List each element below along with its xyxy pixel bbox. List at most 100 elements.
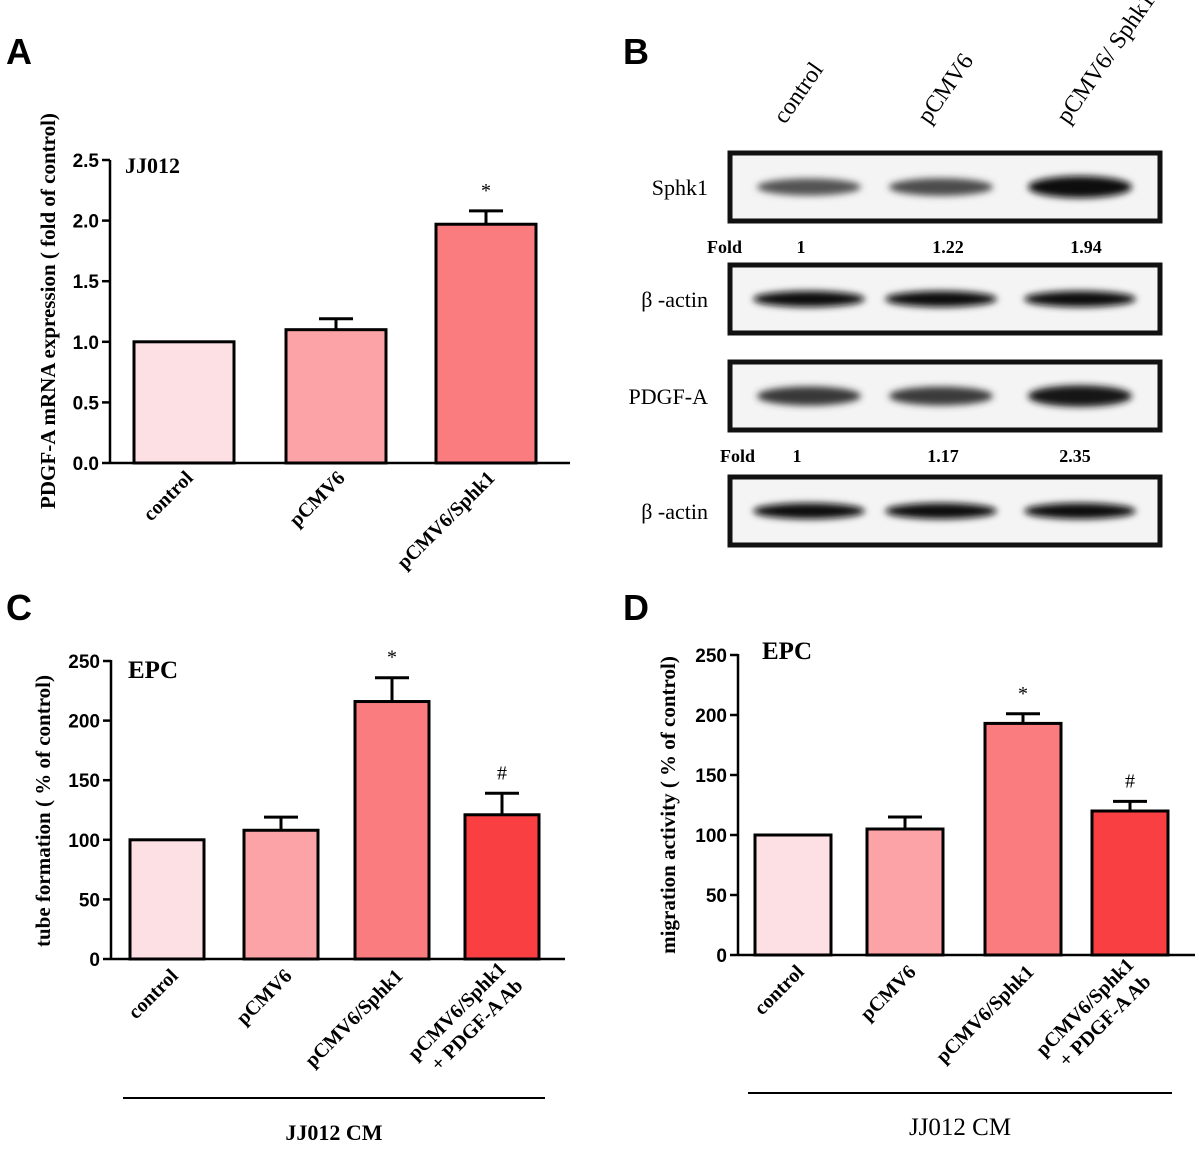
blot-row-label: β -actin [641, 499, 708, 524]
panel-letter-a: A [6, 31, 32, 72]
blot-lane-label: pCMV6/ Sphk1 [1052, 0, 1161, 128]
chart-c-xtick-label: control [124, 965, 183, 1024]
chart-d-title: EPC [762, 638, 812, 665]
chart-c-significance-mark: # [497, 762, 507, 784]
chart-a-bar [132, 340, 236, 465]
blot-rows: Sphk1 β -actin PDGF-A β -actin [629, 150, 1163, 548]
chart-d-xtick-label: pCMV6/Sphk1+ PDGF-A Ab [1032, 954, 1156, 1078]
chart-d-bar [983, 721, 1063, 957]
chart-c-bar [128, 838, 206, 961]
chart-a-bar [284, 328, 388, 465]
chart-d-ytick-label: 50 [706, 886, 727, 907]
chart-c-group-label: JJ012 CM [285, 1120, 382, 1145]
chart-a-title: JJ012 [125, 153, 180, 178]
chart-a: * 0.0 0.5 1.0 1.5 2.0 2.5 JJ012 PDGF-A mRNA e… [36, 113, 570, 574]
chart-d-bar [1090, 809, 1170, 957]
chart-a-xtick-label: pCMV6/Sphk1 [393, 467, 500, 574]
chart-c-ylabel: tube formation ( % of control) [31, 675, 55, 947]
chart-a-bar [434, 222, 538, 465]
chart-d-ytick-label: 0 [716, 946, 727, 967]
blot-band [885, 291, 997, 307]
blot-lane-labels: control pCMV6 pCMV6/ Sphk1 [769, 0, 1161, 128]
blot-row-label: Sphk1 [652, 175, 708, 200]
chart-c-ytick-label: 200 [68, 712, 100, 733]
blot-folds: Fold 1 1.22 1.94 Fold 1 1.17 2.35 [707, 237, 1102, 466]
blot-lane-label: control [769, 58, 829, 129]
blot-band [753, 503, 865, 519]
chart-a-ylabel: PDGF-A mRNA expression ( fold of control… [36, 113, 60, 509]
panel-letter-b: B [623, 31, 649, 72]
chart-d-xtick-label: control [750, 961, 809, 1020]
blot-band [885, 503, 997, 519]
chart-c-xtick-label: pCMV6 [232, 965, 296, 1029]
chart-c-ytick-label: 150 [68, 771, 100, 792]
chart-d-significance-mark: # [1125, 770, 1135, 792]
chart-a-ytick-label: 1.0 [73, 333, 99, 354]
chart-d-ytick-label: 150 [695, 766, 727, 787]
blot-band [1028, 176, 1132, 198]
blot-fold-value: 1.94 [1070, 237, 1102, 257]
blot-lane-label: pCMV6 [913, 49, 979, 128]
panel-letter-d: D [623, 587, 649, 628]
chart-a-ytick-label: 2.5 [73, 151, 100, 172]
chart-d-bar [753, 833, 833, 957]
chart-d-ylabel: migration activity ( % of control) [656, 656, 680, 954]
chart-d-marks: *# [753, 683, 1170, 957]
blot-fold-value: 1 [793, 446, 802, 466]
western-blot: control pCMV6 pCMV6/ Sphk1 Sphk1 β -actin PD… [629, 0, 1163, 548]
blot-band [889, 178, 993, 196]
chart-d-xtick-label: pCMV6 [856, 961, 920, 1025]
chart-a-xtick-label: pCMV6 [285, 467, 349, 531]
blot-band [1024, 291, 1136, 307]
chart-d-ytick-label: 100 [695, 826, 727, 847]
blot-band [757, 386, 861, 406]
blot-row-label: β -actin [641, 287, 708, 312]
blot-fold-value: 1.17 [927, 446, 959, 466]
chart-a-ytick-label: 0.5 [73, 393, 100, 414]
blot-fold-value: 2.35 [1059, 446, 1091, 466]
chart-d-group-label: JJ012 CM [909, 1114, 1011, 1141]
chart-d-xtick-label: pCMV6/Sphk1 [932, 961, 1039, 1068]
chart-c-bar [463, 813, 541, 961]
chart-c-marks: *# [128, 647, 541, 961]
blot-band [1024, 503, 1136, 519]
panel-letter-c: C [6, 587, 32, 628]
chart-c-bar [353, 700, 431, 961]
blot-fold-value: 1.22 [932, 237, 964, 257]
chart-c-significance-mark: * [387, 647, 397, 669]
chart-c-title: EPC [128, 657, 178, 684]
chart-a-ytick-label: 1.5 [73, 272, 100, 293]
chart-d-yticks: 0 50 100 150 200 250 [695, 646, 738, 967]
blot-band [889, 386, 993, 406]
blot-fold-label: Fold [707, 237, 742, 257]
blot-fold-label: Fold [720, 446, 755, 466]
chart-c-xtick-label: pCMV6/Sphk1+ PDGF-A Ab [404, 958, 528, 1082]
chart-c-bar [242, 828, 320, 961]
chart-d-ytick-label: 200 [695, 706, 727, 727]
chart-a-xtick-label: control [139, 467, 198, 526]
chart-a-ytick-label: 2.0 [73, 212, 99, 233]
chart-c-ytick-label: 250 [68, 652, 100, 673]
chart-d-bar [865, 827, 945, 957]
chart-a-marks: * [132, 180, 538, 465]
blot-band [1028, 385, 1132, 407]
chart-c-yticks: 0 50 100 150 200 250 [68, 652, 111, 971]
chart-c-xtick-label: pCMV6/Sphk1 [301, 965, 408, 1072]
blot-row-label: PDGF-A [629, 384, 709, 409]
chart-a-xlabels: control pCMV6 pCMV6/Sphk1 [139, 467, 500, 574]
chart-c-ytick-label: 0 [89, 950, 100, 971]
blot-fold-value: 1 [797, 237, 806, 257]
chart-a-yticks: 0.0 0.5 1.0 1.5 2.0 2.5 [73, 151, 110, 475]
chart-a-ytick-label: 0.0 [73, 454, 99, 475]
chart-c-ytick-label: 100 [68, 831, 100, 852]
chart-a-significance-mark: * [481, 180, 491, 202]
chart-d-significance-mark: * [1018, 683, 1028, 705]
blot-band [753, 291, 865, 307]
chart-c-ytick-label: 50 [79, 890, 100, 911]
blot-band [757, 178, 861, 196]
